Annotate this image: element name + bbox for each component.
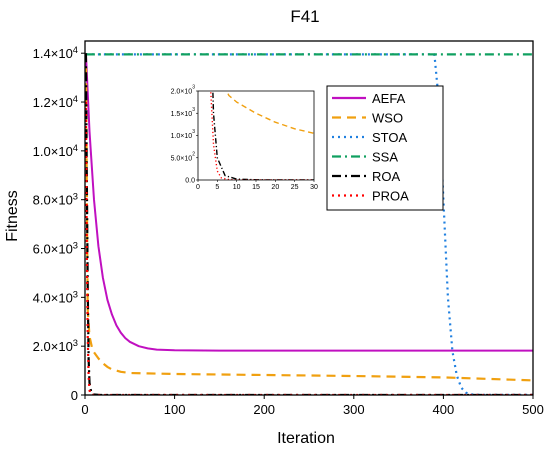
legend-label-ssa: SSA — [372, 150, 398, 165]
x-tick-label: 0 — [81, 402, 88, 417]
inset-y-tick-label-exponent: 3 — [192, 107, 195, 113]
y-tick-label: 1.4×104 — [33, 45, 78, 61]
x-tick-label: 300 — [343, 402, 365, 417]
x-tick-label: 500 — [522, 402, 544, 417]
legend-box — [326, 85, 444, 211]
y-tick-label: 1.2×104 — [33, 94, 78, 110]
y-tick-label: 2.0×103 — [33, 338, 78, 354]
y-tick-label: 4.0×103 — [33, 289, 78, 305]
series-line-aefa — [85, 53, 533, 352]
inset-y-tick-label: 1.5×103 — [171, 107, 196, 118]
y-tick-label-exponent: 3 — [73, 289, 78, 299]
inset-y-tick-label-exponent: 3 — [192, 85, 195, 91]
y-tick-label-exponent: 3 — [73, 241, 78, 251]
inset-x-tick-label: 0 — [196, 184, 200, 191]
inset-y-tick-label: 5.0×102 — [171, 151, 196, 162]
y-tick-label: 8.0×103 — [33, 192, 78, 208]
inset-x-tick-label: 30 — [310, 184, 318, 191]
y-tick-label-exponent: 3 — [73, 338, 78, 348]
x-axis-label: Iteration — [277, 430, 335, 447]
y-tick-label: 1.0×104 — [33, 143, 78, 159]
legend-label-proa: PROA — [372, 189, 409, 204]
x-tick-label: 200 — [253, 402, 275, 417]
inset-x-tick-label: 10 — [233, 184, 241, 191]
y-tick-label-exponent: 4 — [73, 94, 78, 104]
inset-x-tick-label: 5 — [215, 184, 219, 191]
x-tick-label: 100 — [164, 402, 186, 417]
inset-x-tick-label: 15 — [252, 184, 260, 191]
inset-y-tick-label: 1.0×103 — [171, 129, 196, 140]
y-tick-label-exponent: 4 — [73, 143, 78, 153]
y-tick-label-exponent: 3 — [73, 192, 78, 202]
legend-label-roa: ROA — [372, 169, 401, 184]
plot-frame — [84, 40, 534, 396]
inset-y-tick-label: 2.0×103 — [171, 85, 196, 96]
y-tick-label: 6.0×103 — [33, 241, 78, 257]
legend-label-aefa: AEFA — [372, 91, 406, 106]
y-axis-label: Fitness — [4, 190, 21, 242]
legend-label-wso: WSO — [372, 111, 403, 126]
chart-title: F41 — [290, 7, 319, 26]
inset-background — [198, 91, 314, 180]
inset-x-tick-label: 25 — [291, 184, 299, 191]
inset-x-tick-label: 20 — [271, 184, 279, 191]
inset-y-tick-label: 0.0 — [185, 178, 195, 185]
inset-y-tick-label-exponent: 3 — [192, 129, 195, 135]
inset-y-tick-label-exponent: 2 — [192, 151, 195, 157]
inset-series-line-aefa — [202, 0, 550, 99]
y-tick-label: 0 — [71, 388, 78, 403]
legend-label-stoa: STOA — [372, 130, 407, 145]
series-line-wso — [85, 53, 533, 382]
x-tick-label: 400 — [433, 402, 455, 417]
y-tick-label-exponent: 4 — [73, 45, 78, 55]
inset-series-line-wso — [225, 91, 314, 135]
